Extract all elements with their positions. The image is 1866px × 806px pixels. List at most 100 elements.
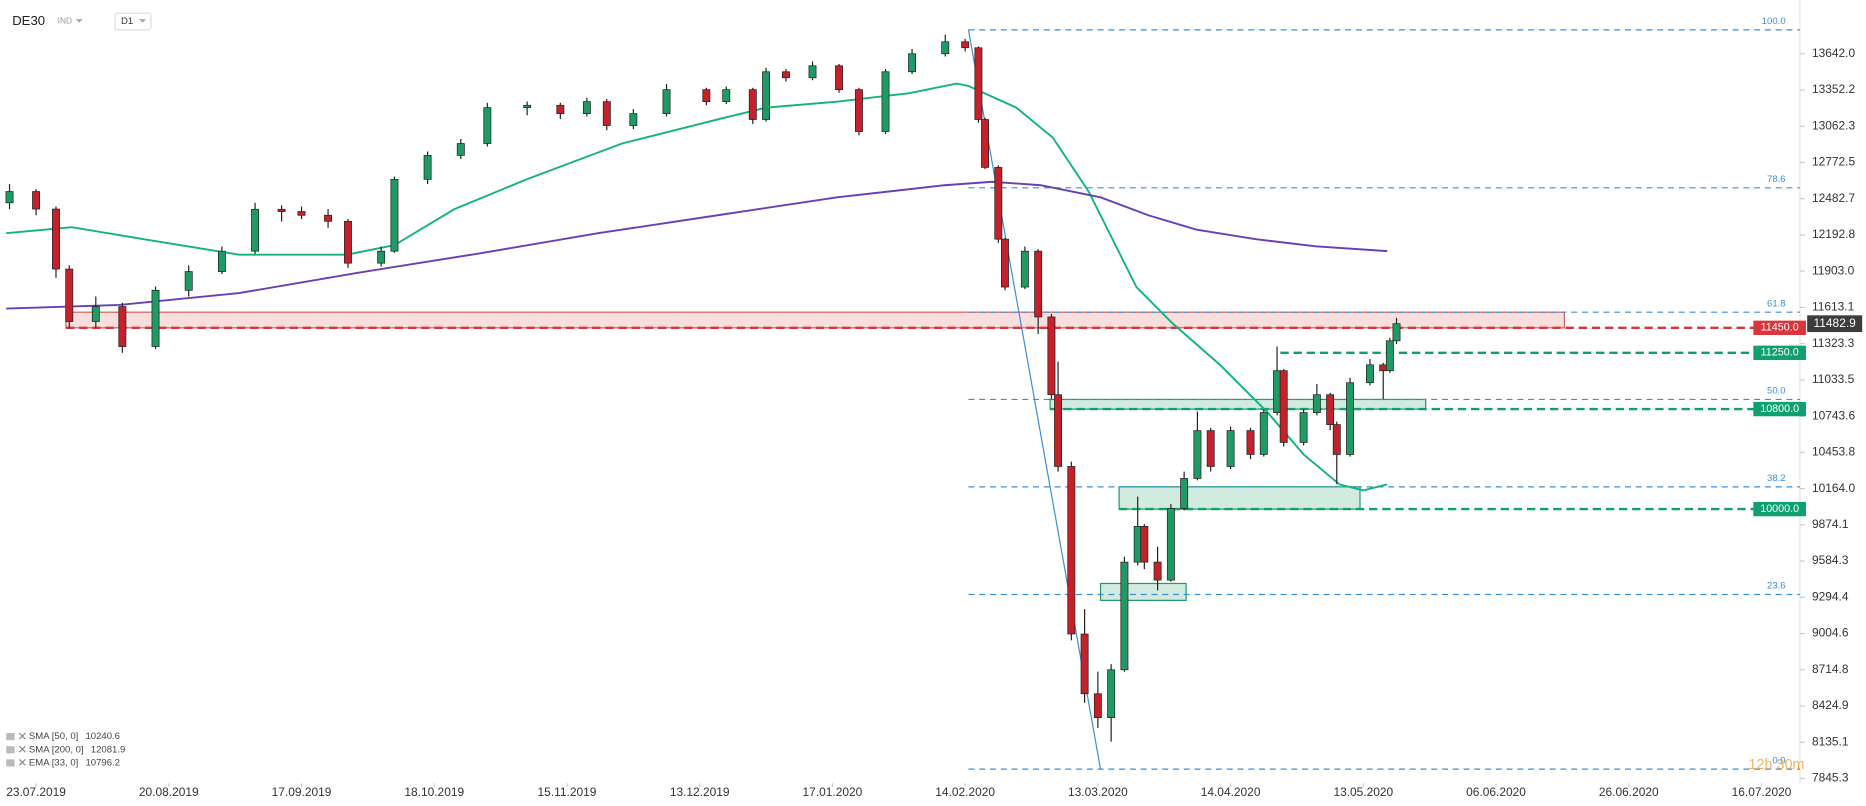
candle-body	[1166, 507, 1175, 581]
fib-label: 0.0	[1772, 755, 1785, 766]
candle-body	[908, 53, 917, 73]
indicator-line	[6, 180, 1388, 310]
axes: 13642.0 13352.2 13062.3 12772.5 12482.7 12192…	[6, 46, 1855, 799]
candle-body	[629, 113, 638, 126]
candle-body	[762, 71, 771, 120]
candle-body	[1180, 478, 1189, 509]
y-tick-label: 10453.8	[1812, 445, 1856, 459]
candle-body	[251, 208, 260, 252]
candle-body	[1020, 250, 1029, 288]
candle-body	[118, 306, 127, 347]
y-tick-label: 10164.0	[1812, 481, 1856, 495]
indicators	[6, 82, 1388, 492]
x-tick-label: 13.12.2019	[670, 785, 730, 799]
candle-body	[1107, 669, 1116, 718]
y-tick-label: 9874.1	[1812, 517, 1849, 531]
timer: 12h 30m	[1749, 757, 1805, 773]
candle-body	[217, 250, 226, 272]
candle-body	[1392, 323, 1401, 342]
x-tick-label: 20.08.2019	[139, 785, 199, 799]
candle-body	[297, 211, 306, 216]
y-tick-label: 9004.6	[1812, 626, 1849, 640]
current-price-label: 11482.9	[1814, 316, 1857, 330]
legend-value: 12081.9	[91, 744, 126, 755]
level-label: 11250.0	[1761, 347, 1799, 359]
levels: 11450.0 11250.0 10800.0 10000.0	[65, 320, 1806, 517]
candle-body	[1332, 424, 1341, 455]
candle-body	[941, 41, 950, 55]
candle-body	[602, 101, 611, 126]
y-tick-label: 12772.5	[1812, 155, 1856, 169]
candle-body	[961, 41, 970, 49]
candle-body	[324, 214, 333, 222]
legend-remove[interactable]	[18, 732, 26, 740]
level-tag	[1753, 401, 1806, 417]
legend-name: EMA [33, 0]	[29, 757, 78, 768]
level-tag	[1753, 345, 1806, 360]
x-tick-label: 17.01.2020	[803, 785, 863, 799]
candle-body	[1093, 693, 1102, 718]
candle-body	[1193, 430, 1202, 479]
candle-body	[91, 306, 100, 322]
interval-dropdown[interactable]	[138, 19, 147, 23]
interval[interactable]: D1	[121, 16, 133, 27]
fib-label: 23.6	[1767, 581, 1786, 592]
x-tick-label: 14.02.2020	[935, 785, 995, 799]
candle-body	[1120, 561, 1129, 671]
candle-body	[722, 89, 731, 103]
legend-value: 10796.2	[85, 757, 120, 768]
candle-body	[52, 208, 60, 270]
legend-icon	[6, 759, 15, 767]
candle-body	[1140, 525, 1149, 563]
current-price: 11482.9	[1807, 315, 1863, 333]
candle-body	[981, 119, 990, 168]
candle-body	[1054, 394, 1063, 467]
x-tick-label: 14.04.2020	[1201, 785, 1261, 799]
y-tick-label: 11903.0	[1812, 263, 1855, 277]
y-tick-label: 13062.3	[1812, 118, 1856, 132]
legend-remove[interactable]	[18, 745, 26, 753]
fib-label: 78.6	[1767, 174, 1786, 185]
candle-body	[390, 179, 399, 252]
legend-icon	[6, 733, 15, 741]
level-label: 10000.0	[1760, 503, 1799, 515]
candle-body	[855, 89, 863, 132]
candle-body	[1366, 364, 1374, 384]
x-tick-label: 16.07.2020	[1732, 785, 1792, 799]
candle-body	[277, 208, 286, 212]
fibonacci: 100.0 78.6 61.8 50.0 38.2 23.6 0.0	[967, 16, 1800, 770]
candle-body	[423, 155, 432, 180]
indicator-line	[6, 82, 1388, 492]
candle-body	[1299, 412, 1308, 443]
candle-body	[344, 220, 352, 264]
y-tick-label: 8135.1	[1812, 734, 1849, 748]
y-tick-label: 8424.9	[1812, 698, 1849, 712]
zone	[65, 311, 1565, 329]
candle-body	[151, 289, 160, 347]
fib-label: 61.8	[1767, 298, 1786, 309]
y-tick-label: 12192.8	[1812, 227, 1856, 241]
symbol-dropdown[interactable]	[75, 19, 83, 23]
candle-body	[1346, 382, 1354, 455]
interval-box[interactable]	[114, 12, 152, 31]
x-tick-label: 26.06.2020	[1599, 785, 1659, 799]
candle-body	[1047, 316, 1056, 396]
y-tick-label: 9294.4	[1812, 589, 1849, 603]
symbol[interactable]: DE30	[12, 13, 45, 28]
candle-body	[1206, 430, 1215, 467]
candle-body	[1385, 340, 1394, 372]
y-tick-label: 10743.6	[1812, 408, 1856, 422]
level-tag	[1753, 501, 1806, 517]
candle-body	[377, 250, 386, 264]
x-tick-label: 23.07.2019	[6, 785, 66, 799]
candles	[5, 34, 1401, 742]
y-tick-label: 11323.3	[1812, 336, 1855, 350]
legend-remove[interactable]	[18, 758, 26, 766]
candle-body	[556, 104, 565, 115]
candle-body	[1273, 370, 1281, 413]
candle-body	[1034, 250, 1043, 318]
